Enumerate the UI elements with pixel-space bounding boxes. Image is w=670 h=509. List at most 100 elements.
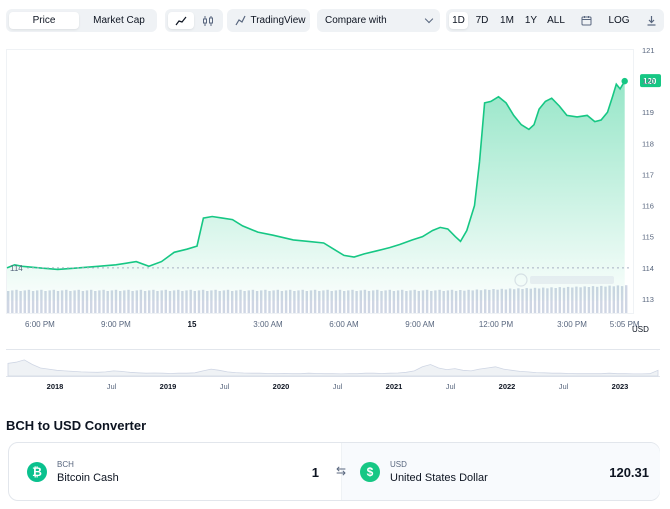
volume-bar xyxy=(156,291,159,313)
tab-price[interactable]: Price xyxy=(9,12,79,29)
log-scale-toggle[interactable]: LOG xyxy=(608,15,630,26)
volume-bar xyxy=(513,289,516,313)
volume-bar xyxy=(268,291,271,313)
to-currency-code: USD xyxy=(390,460,407,469)
candlestick-icon[interactable] xyxy=(195,12,221,29)
volume-bar xyxy=(40,289,43,313)
volume-bar xyxy=(226,289,230,313)
volume-bar xyxy=(114,289,118,313)
swap-arrows-icon[interactable]: ⇆ xyxy=(335,464,347,478)
y-unit-label: USD xyxy=(632,325,649,334)
range-1d[interactable]: 1D xyxy=(449,12,468,29)
y-tick-label: 117 xyxy=(642,170,654,179)
volume-bar xyxy=(347,290,350,313)
volume-bar xyxy=(463,290,466,313)
volume-bar xyxy=(388,289,391,313)
volume-bar xyxy=(264,289,267,313)
navigator-chart[interactable]: 2018 Jul 2019 Jul 2020 Jul 2021 Jul 2022 Jul 2023 xyxy=(0,349,670,394)
volume-bar xyxy=(293,291,296,313)
to-amount-input[interactable]: 120.31 xyxy=(609,465,649,480)
volume-bar xyxy=(392,291,396,313)
volume-bar xyxy=(376,289,379,313)
x-tick-label: 15 xyxy=(188,320,197,329)
volume-bar xyxy=(11,290,14,313)
volume-bar xyxy=(289,289,292,313)
volume-bar xyxy=(65,289,68,313)
volume-bar xyxy=(359,290,362,313)
volume-bar xyxy=(94,291,97,313)
volume-bar xyxy=(81,291,85,313)
volume-bar xyxy=(396,290,400,313)
tradingview-button[interactable]: TradingView xyxy=(227,9,310,32)
y-tick-label: 121 xyxy=(642,46,655,55)
volume-bar xyxy=(110,290,114,313)
volume-bar xyxy=(284,290,288,313)
volume-bar xyxy=(218,291,221,313)
price-marketcap-toggle: Price Market Cap xyxy=(6,9,157,32)
volume-bar xyxy=(367,291,371,313)
volume-bar xyxy=(31,291,35,313)
volume-bar xyxy=(168,291,172,313)
price-line xyxy=(6,80,626,271)
navigator-label: Jul xyxy=(220,382,230,391)
volume-bar xyxy=(210,290,213,313)
from-currency-name: Bitcoin Cash xyxy=(57,472,119,484)
volume-bar xyxy=(193,291,196,313)
x-tick-label: 9:00 PM xyxy=(101,320,131,329)
from-amount-input[interactable]: 1 xyxy=(311,465,319,480)
range-selector: 1D 7D 1M 1Y ALL LOG xyxy=(446,9,664,32)
volume-bar xyxy=(48,290,51,313)
volume-bar xyxy=(338,289,342,313)
converter-title: BCH to USD Converter xyxy=(6,418,147,433)
y-tick-label: 113 xyxy=(642,295,654,304)
bitcoin-cash-icon: ₿ xyxy=(27,462,47,482)
volume-bar xyxy=(401,289,404,313)
chart-type-toggle xyxy=(165,9,223,32)
volume-bar xyxy=(537,288,541,313)
volume-bar xyxy=(123,290,126,313)
volume-bar xyxy=(7,291,10,313)
to-currency-name: United States Dollar xyxy=(390,472,488,484)
volume-bar xyxy=(471,290,474,313)
volume-bar xyxy=(280,291,284,313)
tab-market-cap[interactable]: Market Cap xyxy=(93,15,145,26)
volume-bar xyxy=(450,289,454,313)
navigator-label: 2018 xyxy=(47,382,64,391)
volume-bar xyxy=(206,291,209,313)
volume-bar xyxy=(239,289,242,313)
navigator-label: 2021 xyxy=(386,382,403,391)
volume-bar xyxy=(231,291,234,313)
line-chart-icon[interactable] xyxy=(168,12,194,29)
volume-bar xyxy=(106,291,109,313)
x-tick-label: 3:00 AM xyxy=(253,320,283,329)
volume-bar xyxy=(355,291,358,313)
last-price-dot xyxy=(621,77,628,85)
range-1m[interactable]: 1M xyxy=(500,15,514,26)
x-tick-label: 6:00 AM xyxy=(329,320,359,329)
volume-bar xyxy=(143,291,147,313)
volume-bar xyxy=(454,290,458,313)
calendar-icon[interactable] xyxy=(578,12,594,29)
download-icon[interactable] xyxy=(643,12,659,29)
volume-bar xyxy=(521,289,524,313)
range-7d[interactable]: 7D xyxy=(475,15,489,26)
volume-bar xyxy=(77,289,80,313)
trend-icon xyxy=(235,15,246,26)
volume-bar xyxy=(484,289,487,313)
range-1y[interactable]: 1Y xyxy=(524,15,538,26)
navigator-label: Jul xyxy=(107,382,117,391)
compare-with-select[interactable]: Compare with xyxy=(317,9,440,32)
watermark xyxy=(514,273,614,287)
compare-with-label: Compare with xyxy=(325,15,387,26)
volume-bar xyxy=(496,289,499,313)
volume-bar xyxy=(330,291,333,313)
volume-bar xyxy=(425,289,429,313)
volume-bar xyxy=(442,291,445,313)
range-all[interactable]: ALL xyxy=(547,15,565,26)
volume-bar xyxy=(185,290,188,313)
x-tick-label: 12:00 PM xyxy=(479,320,514,329)
volume-bar xyxy=(222,290,226,313)
volume-bar xyxy=(44,291,47,313)
volume-bar xyxy=(148,290,151,313)
